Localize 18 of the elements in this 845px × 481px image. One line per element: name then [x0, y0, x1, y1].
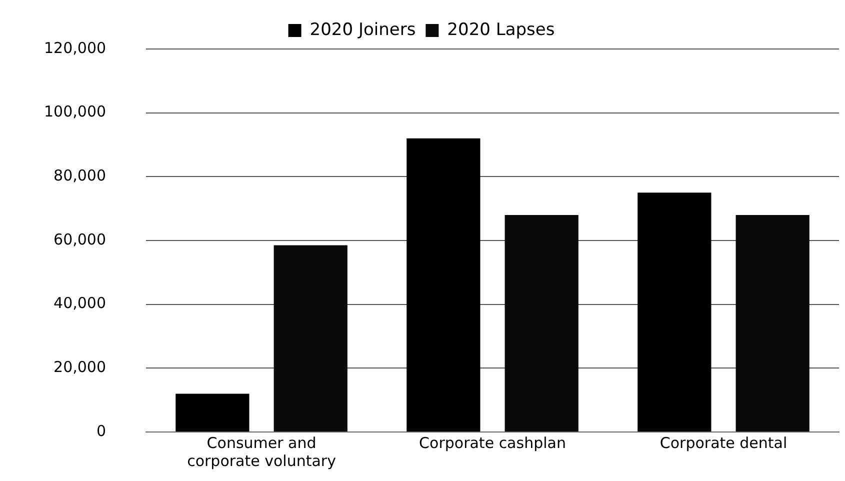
bar	[176, 394, 250, 432]
y-tick-label: 0	[96, 422, 106, 440]
y-tick-label: 100,000	[44, 102, 106, 121]
x-tick-label: Corporate cashplan	[419, 434, 566, 452]
bar	[274, 245, 348, 432]
bar	[406, 138, 480, 432]
x-tick-label: Corporate dental	[660, 434, 788, 452]
x-tick-label: Consumer and corporate voluntary	[187, 434, 336, 470]
y-tick-label: 80,000	[54, 166, 106, 185]
y-tick-label: 120,000	[44, 38, 106, 57]
bar	[504, 214, 578, 432]
bar	[736, 214, 810, 432]
legend-label: 2020 Lapses	[447, 20, 555, 40]
bar	[638, 192, 712, 432]
y-tick-label: 60,000	[54, 230, 106, 248]
y-tick-label: 20,000	[54, 358, 106, 376]
y-tick-label: 40,000	[54, 294, 106, 312]
legend-label: 2020 Joiners	[310, 20, 416, 40]
